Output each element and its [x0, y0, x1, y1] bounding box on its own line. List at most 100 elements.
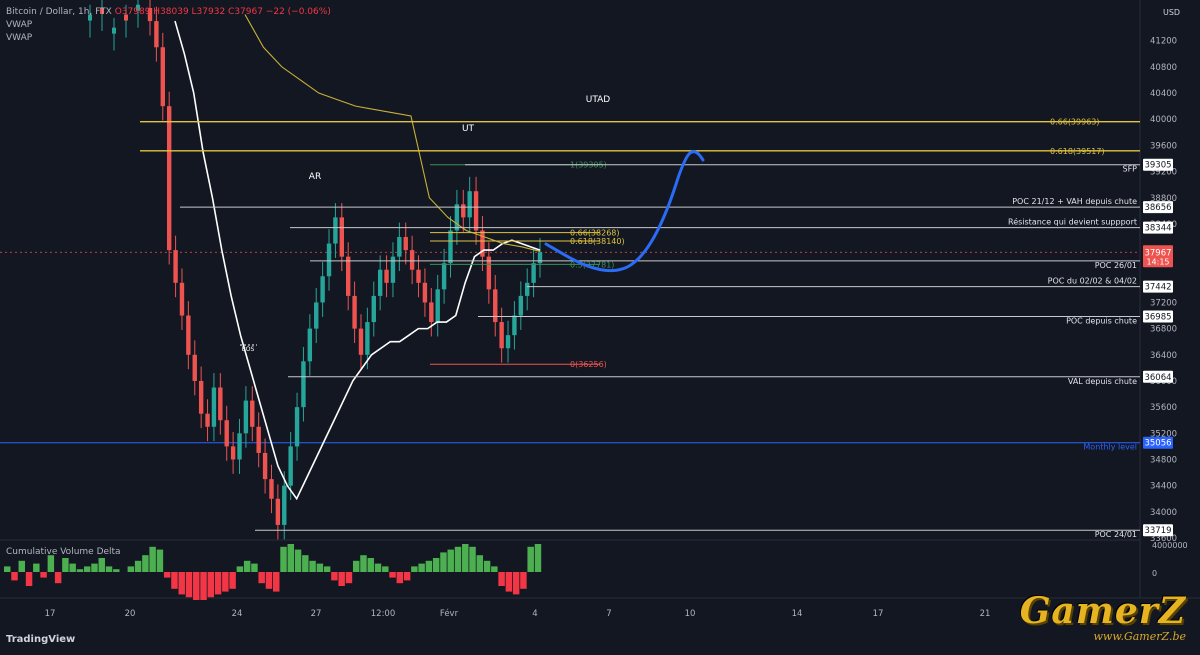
candle-body [186, 315, 191, 355]
symbol-label[interactable]: Bitcoin / Dollar, 1h, FTX [6, 7, 112, 17]
sr-level-label: POC du 02/02 & 04/02 [1048, 277, 1137, 286]
sr-level-label: VAL depuis chute [1068, 377, 1137, 386]
cvd-bar [127, 566, 135, 572]
cvd-axis-label: 4000000 [1152, 541, 1188, 550]
time-tick-label: 4 [532, 609, 537, 619]
cvd-bar [360, 555, 367, 572]
cvd-bar [505, 572, 513, 592]
candle-body [486, 256, 492, 290]
cvd-bar [4, 566, 11, 572]
cvd-bar [142, 555, 149, 572]
candle-body [435, 289, 440, 323]
cvd-bar [193, 572, 200, 600]
price-tag [1143, 201, 1173, 214]
price-tag [1143, 280, 1173, 293]
candle-body [154, 21, 159, 48]
price-tick-label: 40000 [1150, 115, 1177, 125]
watermark-url: www.GamerZ.be [1093, 630, 1186, 643]
candle-body [390, 256, 396, 283]
candle-body [339, 217, 345, 257]
price-axis-background [1140, 0, 1200, 620]
candle-body [384, 269, 389, 283]
time-tick-label: 7 [606, 609, 611, 619]
cvd-bar [382, 566, 389, 572]
cvd-bar [149, 546, 156, 572]
candle-body [505, 335, 511, 349]
cvd-axis-label: 0 [1152, 569, 1157, 578]
cvd-bar [47, 555, 55, 572]
cvd-bar [294, 549, 302, 572]
cvd-bar [396, 572, 404, 584]
price-tick-label: 37200 [1150, 298, 1177, 308]
candle-body [211, 387, 217, 427]
cvd-bar [200, 572, 207, 600]
price-tick-label: 33600 [1150, 534, 1177, 544]
price-tick-label: 34800 [1150, 455, 1177, 465]
indicator-vwap-1[interactable]: VWAP [6, 20, 33, 30]
chart-header: Bitcoin / Dollar, 1h, FTX O37989 H38039 … [6, 6, 331, 45]
cvd-bar [367, 558, 374, 572]
annotation-label: BOS [242, 346, 255, 353]
cvd-bar [527, 546, 534, 572]
cvd-bar [418, 563, 425, 572]
candle-body [301, 361, 306, 408]
candle-body [198, 380, 204, 414]
price-tick-label: 40400 [1150, 89, 1177, 99]
cvd-indicator-label[interactable]: Cumulative Volume Delta [6, 547, 121, 557]
cvd-bar [171, 572, 178, 589]
indicator-vwap-2[interactable]: VWAP [6, 33, 33, 43]
candle-body [461, 204, 466, 218]
candle-body [467, 191, 472, 218]
time-tick-label: 12:00 [371, 609, 396, 619]
fib-level-label: 0.66(39963) [1050, 118, 1100, 127]
candle-body [282, 485, 287, 525]
annotations: UTAD UT AR BOS [240, 95, 610, 353]
fib-level-label: 0.5(37781) [570, 260, 614, 269]
candle-body [326, 243, 332, 277]
cvd-bar [178, 572, 185, 595]
cvd-bar [236, 566, 244, 572]
price-tag-text: 37442 [1144, 283, 1171, 293]
candle-body [352, 295, 357, 329]
candle-body [454, 204, 460, 231]
currency-label: USD [1163, 8, 1180, 17]
cvd-bar [352, 560, 360, 572]
candle-body [307, 328, 313, 362]
price-tag [1143, 524, 1173, 537]
sr-level-label: POC 26/01 [1095, 261, 1137, 270]
candle-body [416, 269, 421, 283]
candle-body [112, 27, 116, 34]
candle-body [166, 106, 172, 251]
price-tag-text: 36064 [1144, 373, 1171, 383]
candle-body [371, 295, 376, 323]
candle-body [480, 230, 485, 257]
candle-body [409, 250, 415, 270]
cvd-bar [331, 572, 338, 581]
cvd-bar [309, 560, 316, 572]
sr-level-label: SFP [1122, 165, 1137, 174]
candle-body [230, 446, 236, 460]
candle-body [237, 433, 242, 460]
time-tick-label: 14 [792, 609, 803, 619]
cvd-bar [345, 572, 353, 584]
cvd-bar [11, 572, 18, 581]
price-tick-label: 34400 [1150, 482, 1177, 492]
fib-level-label: 0.618(38140) [570, 237, 625, 246]
cvd-bar [323, 566, 331, 572]
cvd-bar [207, 572, 215, 598]
cvd-bar [440, 552, 447, 572]
cvd-bar [113, 569, 120, 572]
price-tick-label: 39200 [1150, 168, 1177, 178]
cvd-bar [454, 546, 462, 572]
candle-body [403, 237, 408, 251]
fib-level-label: 0.618(39517) [1050, 147, 1105, 156]
price-tick-label: 35600 [1150, 403, 1177, 413]
tradingview-logo[interactable]: TradingView [6, 634, 75, 645]
candle-body [205, 413, 210, 427]
cvd-bar [258, 572, 265, 584]
cvd-bar [265, 572, 273, 589]
price-tick-label: 36400 [1150, 351, 1177, 361]
